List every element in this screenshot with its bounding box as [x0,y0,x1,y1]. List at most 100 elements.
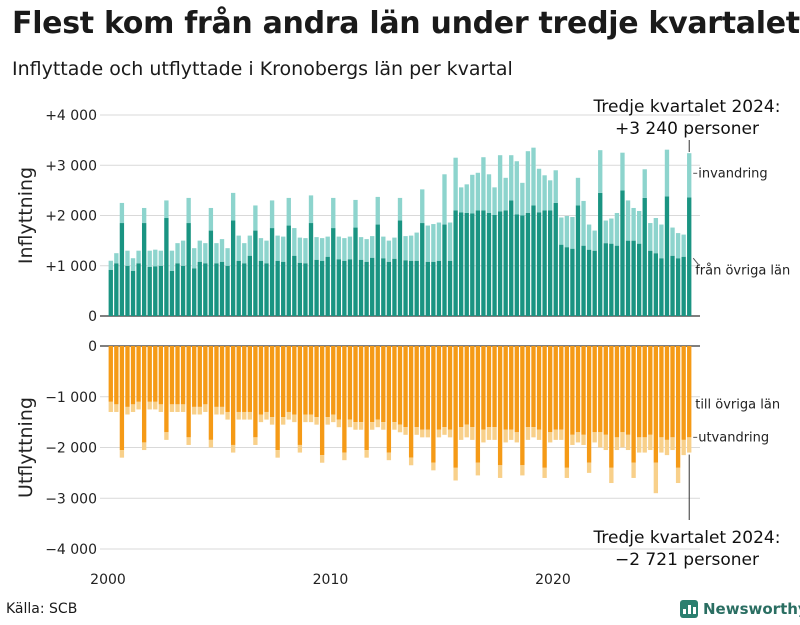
bar-segment-immigration [687,153,692,198]
bar-segment-to-other-counties [325,346,330,418]
bar-segment-to-other-counties [559,346,564,430]
bar-segment-emigration [520,465,525,476]
bar-segment-from-other-counties [447,260,453,316]
bar-segment-from-other-counties [536,212,542,316]
chart-title: Flest kom från andra län under tredje kv… [12,6,800,41]
bar-segment-immigration [336,236,341,260]
bar-segment-from-other-counties [358,259,364,316]
bar-segment-from-other-counties [631,240,636,316]
bar-segment-immigration [258,238,264,261]
bar-segment-immigration [153,249,158,267]
bar-segment-emigration [347,419,353,428]
bar-segment-from-other-counties [586,249,592,316]
bar-segment-immigration [308,195,314,224]
bar-segment-immigration [158,250,164,266]
y-tick-label: −4 000 [45,542,97,558]
bar-segment-to-other-counties [269,346,275,418]
bar-segment-to-other-counties [681,346,686,440]
bar-segment-emigration [186,437,191,445]
bar-segment-emigration [542,467,547,478]
bar-segment-immigration [503,177,508,211]
bar-segment-to-other-counties [258,346,264,415]
bar-segment-immigration [180,240,186,266]
bar-segment-to-other-counties [114,346,119,405]
bar-segment-from-other-counties [514,214,519,316]
bar-segment-emigration [570,434,575,445]
bar-segment-to-other-counties [620,346,625,433]
bar-segment-from-other-counties [459,212,464,316]
bar-segment-immigration [208,207,214,231]
bar-segment-from-other-counties [225,265,230,316]
bar-segment-to-other-counties [247,346,252,412]
bar-segment-to-other-counties [169,346,175,405]
bar-segment-emigration [141,442,147,451]
y-tick-label: +4 000 [45,108,97,124]
bar-segment-immigration [553,170,558,203]
bar-segment-to-other-counties [147,346,152,402]
bar-segment-from-other-counties [614,245,620,316]
bar-segment-emigration [631,462,636,478]
bar-segment-immigration [436,222,442,261]
bar-segment-from-other-counties [381,258,386,316]
bar-segment-immigration [509,155,514,201]
bar-segment-to-other-counties [242,346,247,412]
bar-segment-immigration [303,238,308,264]
newsworthy-logo-icon [680,600,698,618]
bar-segment-immigration [642,169,647,198]
y-tick-label: 0 [88,339,97,355]
bar-segment-to-other-counties [303,346,308,415]
bar-segment-immigration [514,161,519,215]
bar-segment-to-other-counties [358,346,364,423]
bar-segment-immigration [603,220,608,244]
y-axis-title: Inflyttning [15,167,37,264]
bar-segment-immigration [425,225,430,262]
bar-segment-to-other-counties [475,346,481,463]
bar-segment-from-other-counties [319,260,325,316]
bar-segment-emigration [431,462,436,471]
bar-segment-from-other-counties [525,212,531,316]
bar-segment-immigration [531,147,536,206]
brand-logo: Newsworthy [680,600,800,618]
bar-segment-emigration [486,427,492,440]
bar-segment-to-other-counties [564,346,570,468]
bar-segment-from-other-counties [570,248,575,316]
annotation-leader [692,257,699,265]
bar-segment-emigration [169,404,175,412]
bar-segment-to-other-counties [648,346,653,435]
bar-segment-emigration [386,452,392,461]
bar-segment-from-other-counties [286,225,291,316]
bar-segment-from-other-counties [297,262,303,316]
bar-segment-emigration [158,404,164,412]
bar-segment-from-other-counties [347,259,353,316]
bar-segment-to-other-counties [342,346,347,453]
bar-segment-to-other-counties [292,346,297,415]
bar-segment-from-other-counties [681,256,686,316]
bar-segment-emigration [381,422,386,430]
bar-segment-immigration [386,240,392,262]
bar-segment-to-other-counties [286,346,291,412]
bar-segment-emigration [197,406,202,415]
bar-segment-immigration [470,174,475,214]
bar-segment-immigration [447,222,453,261]
bar-segment-emigration [648,434,653,451]
bar-segment-from-other-counties [342,260,347,316]
bar-segment-immigration [592,230,597,251]
x-tick-label: 2020 [535,572,571,588]
bar-segment-from-other-counties [164,218,169,316]
bar-segment-to-other-counties [553,346,558,430]
bar-segment-immigration [681,234,686,257]
bar-segment-immigration [420,189,425,224]
y-tick-label: −2 000 [45,441,97,457]
bar-segment-to-other-counties [581,346,586,435]
bar-segment-to-other-counties [275,346,280,451]
bar-segment-to-other-counties [164,346,169,433]
bar-segment-to-other-counties [575,346,581,433]
bar-segment-emigration [614,437,620,451]
bar-segment-immigration [175,243,180,264]
x-tick-label: 2000 [90,572,126,588]
bar-segment-immigration [230,192,236,221]
bar-segment-emigration [609,467,614,484]
bar-segment-to-other-counties [386,346,392,453]
bar-segment-from-other-counties [169,270,175,316]
